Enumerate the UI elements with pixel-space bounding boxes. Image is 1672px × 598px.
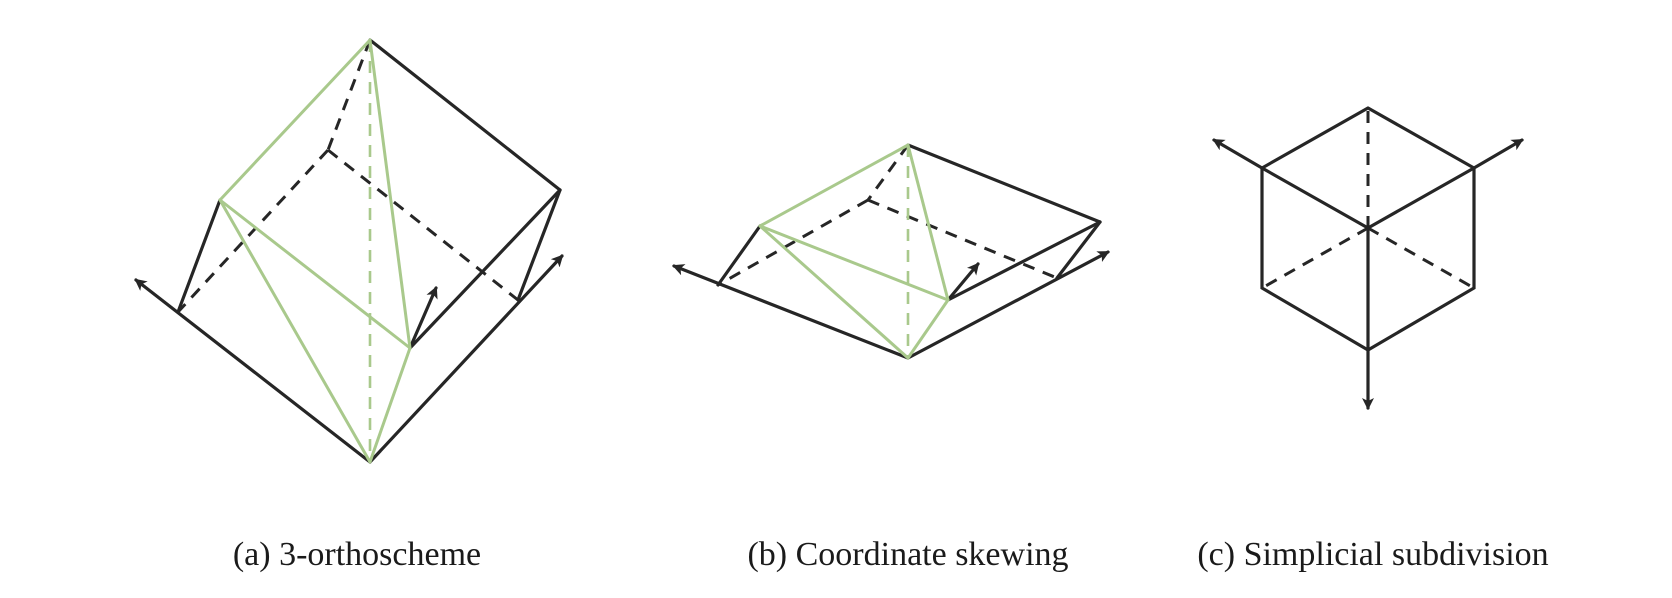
axis-arrow bbox=[408, 286, 438, 350]
simplex-edge bbox=[218, 198, 412, 350]
simplex-edge bbox=[906, 298, 950, 360]
simplex-edge bbox=[758, 224, 910, 360]
hidden-edge bbox=[326, 39, 372, 151]
edge bbox=[946, 220, 1102, 302]
edge bbox=[1260, 166, 1370, 230]
axis-arrow bbox=[1212, 138, 1264, 170]
edge bbox=[1366, 166, 1476, 230]
edge bbox=[516, 188, 562, 302]
simplex-edge bbox=[758, 143, 910, 228]
hidden-edge bbox=[867, 198, 1058, 280]
simplex-edge bbox=[368, 38, 412, 350]
hidden-edge bbox=[176, 148, 330, 314]
edge bbox=[368, 38, 562, 192]
caption-a: (a) 3-orthoscheme bbox=[232, 536, 482, 573]
simplex-edge bbox=[368, 346, 412, 464]
simplex-edge bbox=[758, 224, 950, 302]
simplex-edge bbox=[218, 198, 372, 464]
panel-b-skewing bbox=[672, 143, 1110, 360]
axis-arrow bbox=[134, 278, 372, 464]
hidden-edge bbox=[866, 144, 910, 201]
axis-arrow bbox=[906, 250, 1110, 360]
edge bbox=[1055, 220, 1102, 280]
caption-c: (c) Simplicial subdivision bbox=[1197, 536, 1549, 573]
hidden-edge bbox=[327, 148, 519, 302]
hidden-edge bbox=[1367, 226, 1475, 290]
panel-c-subdivision bbox=[1212, 106, 1524, 410]
axis-arrow bbox=[368, 254, 564, 464]
simplex-edge bbox=[218, 38, 372, 202]
caption-b: (b) Coordinate skewing bbox=[747, 536, 1069, 573]
edge bbox=[408, 188, 562, 350]
axis-arrow bbox=[1472, 138, 1524, 170]
edge bbox=[906, 143, 1102, 224]
panel-a-orthoscheme bbox=[134, 38, 564, 464]
axis-arrow bbox=[946, 262, 980, 302]
edge bbox=[176, 198, 222, 314]
hidden-edge bbox=[717, 198, 869, 287]
simplex-edge bbox=[906, 143, 950, 302]
edge bbox=[716, 224, 762, 287]
hidden-edge bbox=[1261, 226, 1369, 290]
axis-arrow bbox=[672, 264, 910, 360]
